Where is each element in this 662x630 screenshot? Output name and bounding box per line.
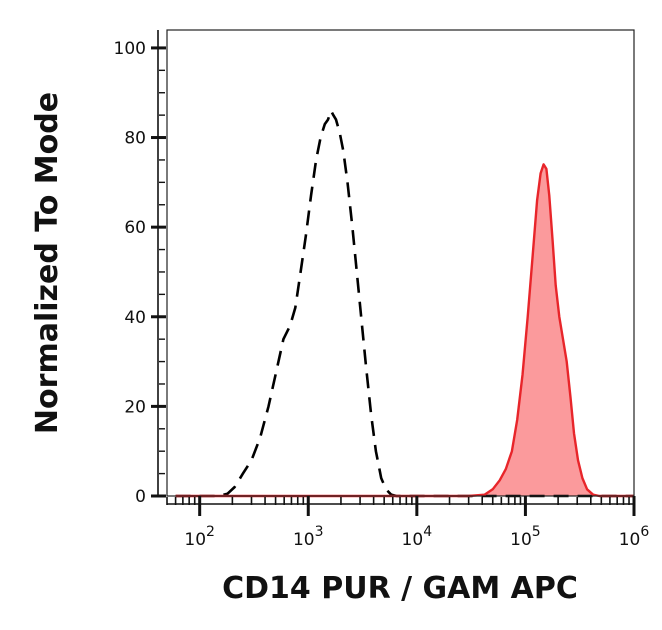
x-tick-label: 103 bbox=[293, 524, 324, 550]
y-tick-label: 40 bbox=[124, 308, 146, 328]
x-axis-title: CD14 PUR / GAM APC bbox=[222, 571, 578, 606]
x-tick-label: 104 bbox=[402, 524, 433, 550]
plot-layer bbox=[175, 109, 634, 498]
plot-frame bbox=[166, 29, 635, 497]
y-tick-label: 100 bbox=[114, 39, 146, 59]
y-tick-label: 80 bbox=[124, 129, 146, 149]
series-line-0 bbox=[175, 109, 634, 498]
axis-layer: 0 20 40 60 80 100 102 103 104 105 106 bbox=[114, 30, 650, 550]
x-tick-label: 105 bbox=[510, 524, 541, 550]
y-axis-title: Normalized To Mode bbox=[30, 92, 65, 434]
y-tick-label: 60 bbox=[124, 218, 146, 238]
y-tick-label: 20 bbox=[124, 397, 146, 417]
series-fill-1 bbox=[175, 164, 634, 496]
x-tick-label: 106 bbox=[619, 524, 650, 550]
x-tick-label: 102 bbox=[184, 524, 215, 550]
series-line-1 bbox=[175, 163, 634, 498]
y-tick-label: 0 bbox=[135, 487, 146, 507]
